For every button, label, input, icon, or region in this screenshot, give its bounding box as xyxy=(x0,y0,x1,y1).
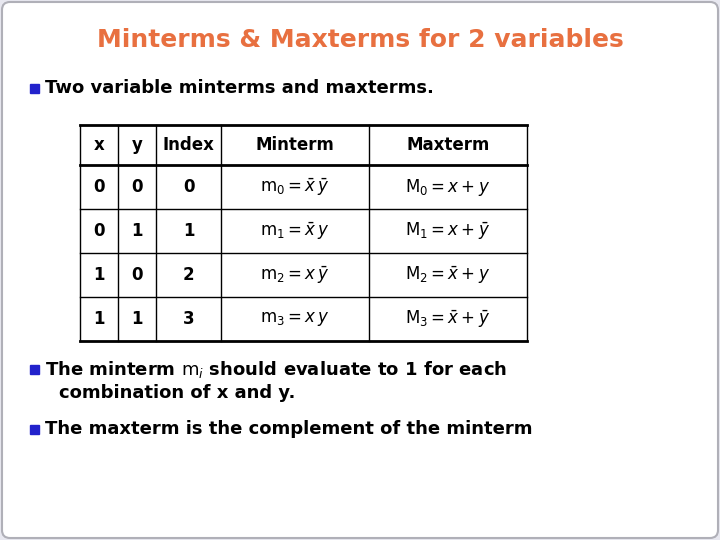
Text: $\mathrm{M}_1 = x + \bar{y}$: $\mathrm{M}_1 = x + \bar{y}$ xyxy=(405,220,490,242)
Text: 1: 1 xyxy=(131,310,143,328)
Text: x: x xyxy=(94,136,104,154)
Text: 1: 1 xyxy=(94,310,104,328)
Text: 0: 0 xyxy=(131,178,143,196)
Text: 1: 1 xyxy=(94,266,104,284)
Text: 1: 1 xyxy=(183,222,194,240)
Text: 0: 0 xyxy=(94,178,104,196)
Text: Minterms & Maxterms for 2 variables: Minterms & Maxterms for 2 variables xyxy=(96,28,624,52)
Text: $\mathrm{M}_2 = \bar{x} + y$: $\mathrm{M}_2 = \bar{x} + y$ xyxy=(405,264,490,286)
Text: $\mathrm{m}_3 = x\,y$: $\mathrm{m}_3 = x\,y$ xyxy=(261,310,330,328)
Text: Two variable minterms and maxterms.: Two variable minterms and maxterms. xyxy=(45,79,434,97)
Text: $\mathrm{m}_2 = x\,\bar{y}$: $\mathrm{m}_2 = x\,\bar{y}$ xyxy=(261,264,330,286)
Text: combination of x and y.: combination of x and y. xyxy=(59,384,295,402)
Text: 1: 1 xyxy=(131,222,143,240)
Text: $\mathrm{M}_0 = x + y$: $\mathrm{M}_0 = x + y$ xyxy=(405,177,490,198)
Text: 2: 2 xyxy=(183,266,194,284)
Text: The maxterm is the complement of the minterm: The maxterm is the complement of the min… xyxy=(45,420,533,438)
Text: Maxterm: Maxterm xyxy=(406,136,490,154)
Text: The minterm $\mathrm{m}_i$ should evaluate to $\mathbf{1}$ for each: The minterm $\mathrm{m}_i$ should evalua… xyxy=(45,359,507,380)
Text: $\mathrm{M}_3 = \bar{x} + \bar{y}$: $\mathrm{M}_3 = \bar{x} + \bar{y}$ xyxy=(405,308,490,330)
Text: $\mathrm{m}_0 = \bar{x}\,\bar{y}$: $\mathrm{m}_0 = \bar{x}\,\bar{y}$ xyxy=(261,176,330,198)
Text: $\mathrm{m}_1 = \bar{x}\,y$: $\mathrm{m}_1 = \bar{x}\,y$ xyxy=(261,220,330,242)
Text: 0: 0 xyxy=(183,178,194,196)
Bar xyxy=(30,84,39,92)
Text: Minterm: Minterm xyxy=(256,136,334,154)
Text: 0: 0 xyxy=(94,222,104,240)
Text: y: y xyxy=(132,136,143,154)
Bar xyxy=(80,125,527,341)
Text: 0: 0 xyxy=(131,266,143,284)
Text: Index: Index xyxy=(163,136,215,154)
Text: 3: 3 xyxy=(183,310,194,328)
Bar xyxy=(30,424,39,434)
Bar xyxy=(30,364,39,374)
